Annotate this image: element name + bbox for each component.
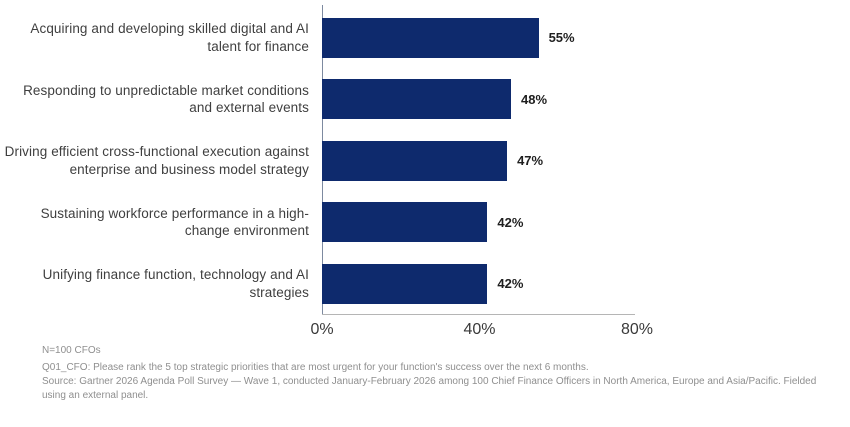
x-axis-line (322, 314, 635, 315)
bar-track: 47% (322, 130, 850, 192)
source-note: Source: Gartner 2026 Agenda Poll Survey … (42, 376, 817, 401)
bar-track: 48% (322, 69, 850, 131)
value-label: 47% (517, 153, 544, 169)
question-note: Q01_CFO: Please rank the 5 top strategic… (42, 362, 589, 373)
bar (322, 79, 511, 120)
category-label: Unifying finance function, technology an… (42, 267, 309, 300)
sample-size-note: N=100 CFOs (42, 345, 101, 356)
bar-track: 55% (322, 7, 850, 69)
x-axis-ticks: 0% 40% 80% (310, 321, 653, 341)
bar-track: 42% (322, 253, 850, 315)
x-tick-label: 80% (620, 321, 654, 338)
bar-row: Responding to unpredictable market condi… (0, 69, 850, 131)
x-tick-label: 40% (463, 321, 496, 338)
value-label: 42% (497, 214, 524, 230)
x-tick-label: 0% (310, 321, 334, 338)
value-label: 42% (497, 276, 524, 292)
footnotes: N=100 CFOs Q01_CFO: Please rank the 5 to… (42, 344, 837, 403)
bar-track: 42% (322, 192, 850, 254)
category-label: Driving efficient cross-functional execu… (4, 144, 309, 177)
value-label: 48% (521, 91, 548, 107)
value-label: 55% (548, 30, 575, 46)
bar-row: Sustaining workforce performance in a hi… (0, 192, 850, 254)
category-label: Sustaining workforce performance in a hi… (40, 205, 309, 239)
bar-row: Driving efficient cross-functional execu… (0, 130, 850, 192)
bar (322, 140, 508, 181)
bar (322, 202, 488, 243)
category-label: Acquiring and developing skilled digital… (30, 21, 309, 54)
bar-row: Unifying finance function, technology an… (0, 253, 850, 315)
bar (322, 17, 539, 58)
bar (322, 263, 488, 304)
bar-row: Acquiring and developing skilled digital… (0, 7, 850, 69)
category-label: Responding to unpredictable market condi… (23, 82, 309, 116)
plot-area: Acquiring and developing skilled digital… (0, 7, 850, 315)
